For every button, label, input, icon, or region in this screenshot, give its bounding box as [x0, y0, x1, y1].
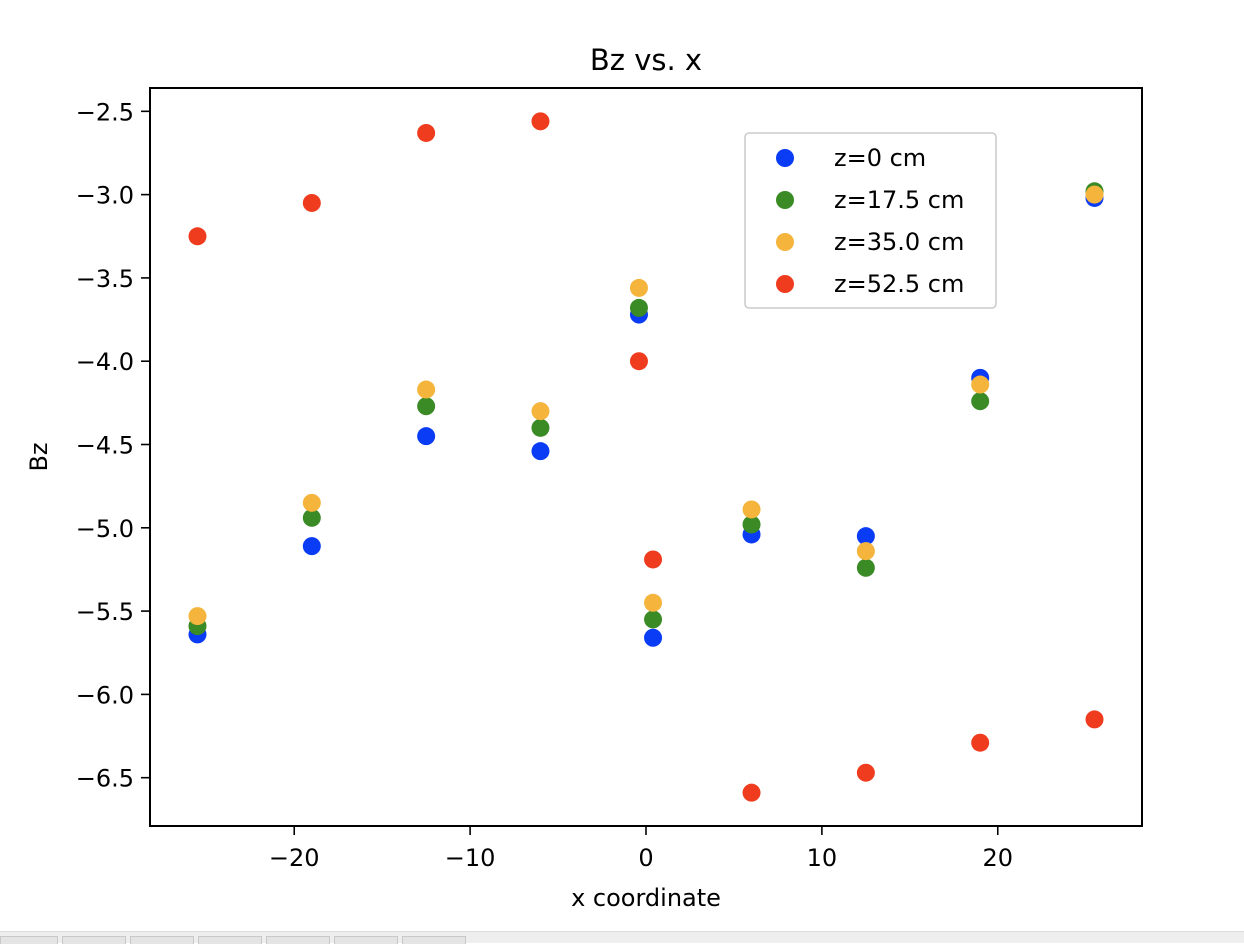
- taskbar-tab[interactable]: [62, 936, 126, 944]
- data-point: [531, 442, 550, 461]
- legend-marker: [776, 191, 794, 209]
- plot-area-frame: [149, 87, 1143, 827]
- data-point: [417, 427, 436, 446]
- data-point: [531, 112, 550, 131]
- data-point: [856, 558, 875, 577]
- legend-label: z=17.5 cm: [834, 186, 964, 214]
- data-point: [644, 593, 663, 612]
- y-tick-label: −2.5: [76, 98, 134, 126]
- taskbar-tab[interactable]: [130, 936, 194, 944]
- y-tick-label: −5.0: [76, 515, 134, 543]
- taskbar-tab[interactable]: [334, 936, 398, 944]
- taskbar-strip: [0, 931, 1244, 944]
- data-point: [302, 193, 321, 212]
- x-axis-label: x coordinate: [571, 884, 721, 912]
- legend-label: z=0 cm: [834, 144, 926, 172]
- taskbar-tab[interactable]: [198, 936, 262, 944]
- y-tick-label: −6.0: [76, 681, 134, 709]
- data-point: [531, 418, 550, 437]
- data-point: [742, 515, 761, 534]
- data-point: [1085, 185, 1104, 204]
- legend-label: z=35.0 cm: [834, 228, 964, 256]
- legend: z=0 cm z=17.5 cm z=35.0 cm z=52.5 cm: [744, 132, 997, 309]
- data-point: [188, 607, 207, 626]
- data-point: [302, 493, 321, 512]
- legend-box: [744, 132, 997, 309]
- x-tick-label: −10: [445, 844, 496, 872]
- data-point: [644, 610, 663, 629]
- x-tick-label: −20: [269, 844, 320, 872]
- y-tick-label: −4.5: [76, 432, 134, 460]
- x-tick-label: 10: [807, 844, 838, 872]
- taskbar-tab[interactable]: [266, 936, 330, 944]
- y-axis-label: Bz: [25, 442, 53, 471]
- series-4-points: [188, 112, 1104, 802]
- data-point: [644, 550, 663, 569]
- data-point: [302, 537, 321, 556]
- data-point: [742, 783, 761, 802]
- data-point: [629, 298, 648, 317]
- data-point: [417, 397, 436, 416]
- y-tick-label: −5.5: [76, 598, 134, 626]
- y-tick-label: −3.0: [76, 182, 134, 210]
- taskbar-tab[interactable]: [402, 936, 466, 944]
- data-point: [417, 123, 436, 142]
- data-point: [1085, 710, 1104, 729]
- data-point: [629, 278, 648, 297]
- data-point: [417, 380, 436, 399]
- legend-marker: [776, 275, 794, 293]
- x-tick-label: 20: [982, 844, 1013, 872]
- data-point: [644, 628, 663, 647]
- data-point: [971, 392, 990, 411]
- y-tick-label: −3.5: [76, 265, 134, 293]
- chart-title: Bz vs. x: [590, 43, 702, 77]
- data-point: [971, 375, 990, 394]
- x-tick-label: 0: [638, 844, 653, 872]
- data-point: [629, 352, 648, 371]
- y-tick-label: −6.5: [76, 765, 134, 793]
- data-point: [742, 500, 761, 519]
- taskbar-tab[interactable]: [0, 936, 58, 944]
- legend-marker: [776, 233, 794, 251]
- y-tick-label: −4.0: [76, 348, 134, 376]
- legend-marker: [776, 149, 794, 167]
- data-point: [971, 733, 990, 752]
- data-point: [531, 402, 550, 421]
- data-point: [188, 227, 207, 246]
- legend-label: z=52.5 cm: [834, 270, 964, 298]
- data-points: [188, 112, 1104, 802]
- data-point: [302, 508, 321, 527]
- data-point: [856, 527, 875, 546]
- axis-ticks: −20 −10 0 10 20 −2.5 −3.0 −3.5 −4.0 −4.5 −5.0 −5.5 −…: [76, 98, 1013, 872]
- series-3-points: [188, 185, 1104, 626]
- data-point: [856, 542, 875, 561]
- data-point: [856, 763, 875, 782]
